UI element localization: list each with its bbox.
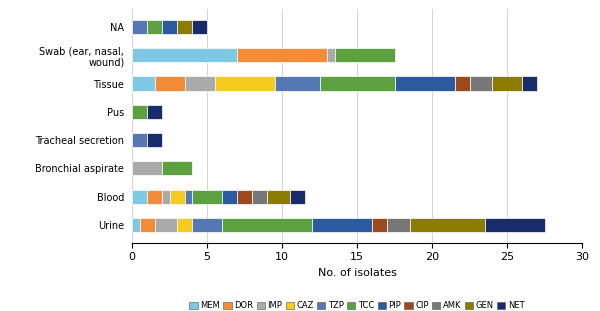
Bar bbox=[372, 218, 387, 232]
Bar bbox=[132, 105, 147, 119]
Bar bbox=[522, 77, 537, 91]
Bar bbox=[132, 20, 147, 34]
Bar bbox=[132, 133, 147, 147]
Bar bbox=[215, 77, 275, 91]
Bar bbox=[485, 218, 545, 232]
Bar bbox=[155, 218, 177, 232]
Bar bbox=[162, 190, 170, 204]
Bar bbox=[470, 77, 492, 91]
Bar bbox=[395, 77, 455, 91]
Bar bbox=[237, 48, 327, 62]
Bar bbox=[132, 48, 237, 62]
Bar bbox=[192, 218, 222, 232]
Bar bbox=[327, 48, 335, 62]
Bar bbox=[237, 190, 252, 204]
X-axis label: No. of isolates: No. of isolates bbox=[317, 268, 397, 278]
Bar bbox=[267, 190, 290, 204]
Bar bbox=[320, 77, 395, 91]
Bar bbox=[132, 77, 155, 91]
Bar bbox=[132, 161, 162, 175]
Bar bbox=[155, 77, 185, 91]
Bar bbox=[162, 20, 177, 34]
Bar bbox=[335, 48, 395, 62]
Bar bbox=[312, 218, 372, 232]
Bar bbox=[387, 218, 409, 232]
Bar bbox=[222, 190, 237, 204]
Bar bbox=[222, 218, 312, 232]
Bar bbox=[162, 161, 192, 175]
Bar bbox=[192, 20, 207, 34]
Bar bbox=[139, 218, 155, 232]
Bar bbox=[185, 77, 215, 91]
Bar bbox=[185, 190, 192, 204]
Bar bbox=[492, 77, 522, 91]
Bar bbox=[192, 190, 222, 204]
Bar bbox=[147, 105, 162, 119]
Bar bbox=[147, 133, 162, 147]
Bar bbox=[132, 190, 147, 204]
Bar bbox=[147, 190, 162, 204]
Bar bbox=[275, 77, 320, 91]
Bar bbox=[170, 190, 185, 204]
Bar bbox=[455, 77, 470, 91]
Bar bbox=[409, 218, 485, 232]
Bar bbox=[132, 218, 139, 232]
Bar bbox=[177, 218, 192, 232]
Bar bbox=[252, 190, 267, 204]
Bar bbox=[290, 190, 305, 204]
Legend: MEM, DOR, IMP, CAZ, TZP, TCC, PIP, CIP, AMK, GEN, NET: MEM, DOR, IMP, CAZ, TZP, TCC, PIP, CIP, … bbox=[186, 298, 528, 311]
Bar bbox=[177, 20, 192, 34]
Bar bbox=[147, 20, 162, 34]
